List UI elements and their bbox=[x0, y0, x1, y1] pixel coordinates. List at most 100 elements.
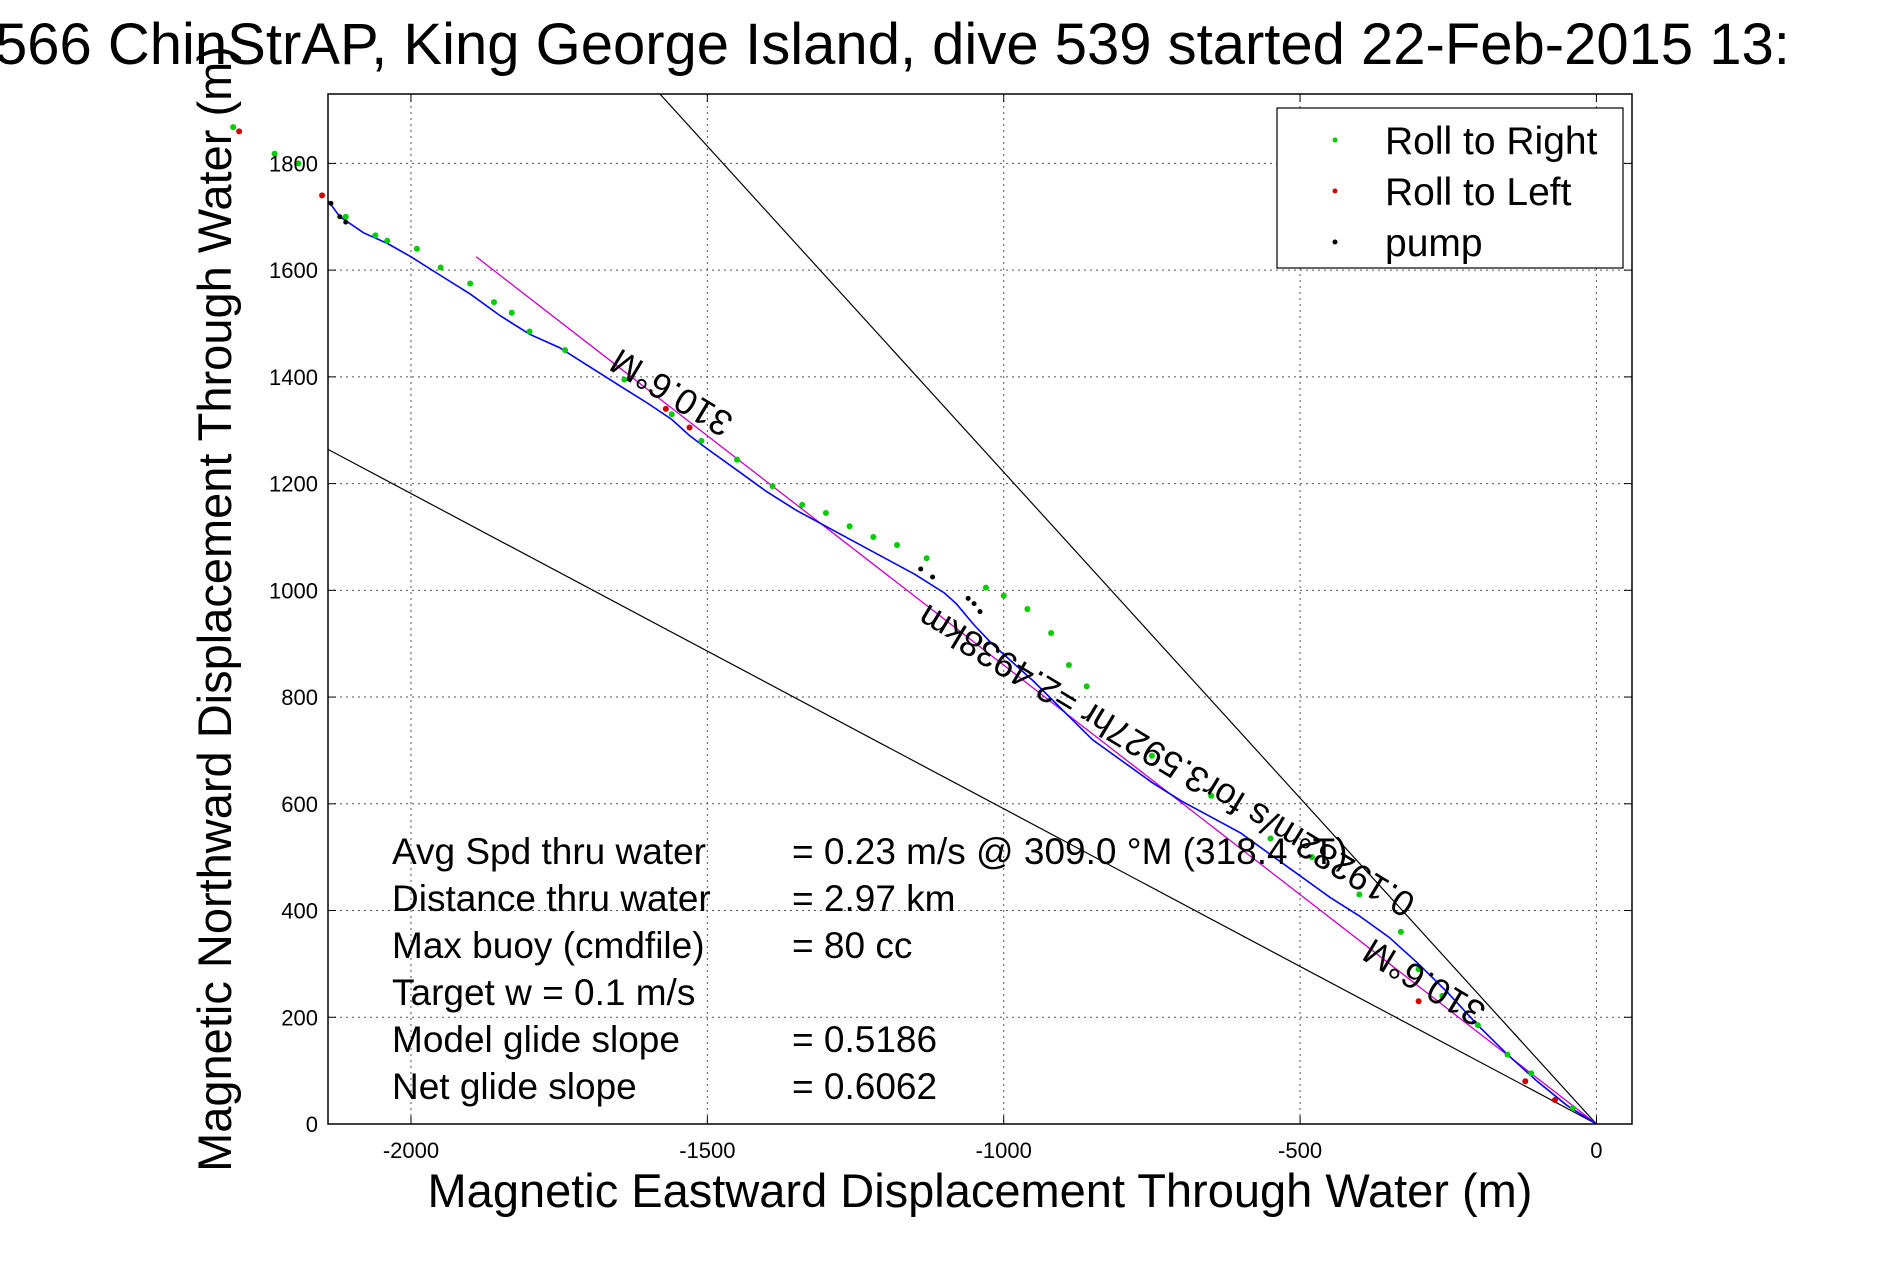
stats-label: Max buoy (cmdfile) bbox=[392, 925, 705, 966]
roll-right-point bbox=[1397, 928, 1404, 935]
roll-left-point bbox=[319, 192, 326, 199]
y-tick-label: 1000 bbox=[269, 578, 318, 603]
reference-lines bbox=[328, 94, 1597, 1124]
roll-right-point bbox=[1415, 966, 1422, 973]
roll-left-point bbox=[1551, 1096, 1558, 1103]
roll-right-point bbox=[1569, 1104, 1576, 1111]
y-tick-label: 1800 bbox=[269, 151, 318, 176]
pump-point bbox=[930, 574, 936, 580]
y-tick-label: 200 bbox=[281, 1005, 318, 1030]
stats-label: Model glide slope bbox=[392, 1019, 680, 1060]
roll-right-point bbox=[271, 150, 278, 157]
roll-right-point bbox=[384, 237, 391, 244]
roll-right-point bbox=[1267, 835, 1274, 842]
roll-right-point bbox=[698, 437, 705, 444]
roll-right-point bbox=[894, 541, 901, 548]
stats-label: Net glide slope bbox=[392, 1066, 637, 1107]
track-layer bbox=[328, 199, 1597, 1124]
roll-left-point bbox=[1415, 998, 1422, 1005]
roll-right-point bbox=[799, 501, 806, 508]
roll-right-point bbox=[562, 347, 569, 354]
roll-right-point bbox=[846, 523, 853, 530]
pump-point bbox=[965, 595, 971, 601]
roll-right-point bbox=[413, 245, 420, 252]
stats-value: = 80 cc bbox=[792, 925, 912, 966]
stats-value: = 2.97 km bbox=[792, 878, 956, 919]
roll-right-point bbox=[1308, 854, 1315, 861]
stats-value: = 0.23 m/s @ 309.0 °M (318.4 °T) bbox=[792, 831, 1348, 872]
model-glide-line bbox=[475, 256, 1597, 1124]
roll-right-point bbox=[230, 124, 237, 131]
axis-ticks: -2000 -1500 -1000 -500 0 0 200 400 600 800 1000 120… bbox=[269, 94, 1632, 1163]
pump-point bbox=[918, 566, 924, 572]
heading-annotation: 310.6°M bbox=[1356, 930, 1492, 1034]
y-tick-label: 600 bbox=[281, 792, 318, 817]
roll-right-point bbox=[490, 299, 497, 306]
y-tick-label: 1600 bbox=[269, 258, 318, 283]
legend: Roll to Right Roll to Left pump bbox=[1276, 107, 1624, 269]
roll-right-point bbox=[822, 509, 829, 516]
pump-point bbox=[328, 200, 334, 206]
roll-right-point bbox=[1148, 752, 1155, 759]
legend-label: pump bbox=[1385, 222, 1483, 265]
chart-title: 566 ChinStrAP, King George Island, dive … bbox=[0, 12, 1790, 77]
x-tick-label: 0 bbox=[1590, 1138, 1602, 1163]
roll-right-point bbox=[1048, 630, 1055, 637]
legend-marker bbox=[1332, 188, 1338, 194]
x-axis-label: Magnetic Eastward Displacement Through W… bbox=[428, 1164, 1533, 1217]
roll-right-point bbox=[1024, 606, 1031, 612]
roll-right-point bbox=[870, 533, 877, 540]
roll-right-point bbox=[1000, 592, 1007, 599]
roll-right-point bbox=[1065, 662, 1072, 669]
stats-label: Distance thru water bbox=[392, 878, 711, 919]
x-tick-label: -2000 bbox=[383, 1138, 439, 1163]
pump-point bbox=[343, 219, 349, 225]
roll-left-point bbox=[686, 424, 693, 431]
roll-points bbox=[230, 124, 1576, 1111]
legend-label: Roll to Right bbox=[1385, 120, 1598, 163]
roll-right-point bbox=[769, 483, 776, 490]
stats-label: Avg Spd thru water bbox=[392, 831, 706, 872]
x-tick-label: -500 bbox=[1278, 1138, 1322, 1163]
roll-right-point bbox=[1439, 992, 1446, 999]
heading-bound-line bbox=[659, 94, 1597, 1124]
legend-label: Roll to Left bbox=[1385, 171, 1572, 214]
pump-point bbox=[337, 214, 343, 220]
y-tick-label: 1400 bbox=[269, 365, 318, 390]
roll-right-point bbox=[1528, 1070, 1535, 1077]
y-tick-label: 400 bbox=[281, 899, 318, 924]
y-tick-label: 800 bbox=[281, 685, 318, 710]
pump-point bbox=[971, 601, 977, 607]
roll-right-point bbox=[372, 232, 379, 239]
stats-value: = 0.5186 bbox=[792, 1019, 937, 1060]
legend-marker bbox=[1332, 239, 1338, 245]
roll-right-point bbox=[733, 456, 740, 463]
stats-block: Avg Spd thru water = 0.23 m/s @ 309.0 °M … bbox=[392, 831, 1348, 1107]
roll-right-point bbox=[1474, 1022, 1481, 1029]
roll-right-point bbox=[1504, 1051, 1511, 1058]
roll-left-point bbox=[1522, 1078, 1529, 1085]
y-axis-label: Magnetic Northward Displacement Through … bbox=[188, 46, 241, 1172]
roll-right-point bbox=[1356, 891, 1363, 898]
roll-left-point bbox=[662, 405, 669, 412]
roll-right-point bbox=[982, 584, 989, 591]
stats-label: Target w = 0.1 m/s bbox=[392, 972, 695, 1013]
roll-right-point bbox=[508, 309, 515, 316]
plot-frame bbox=[327, 93, 1633, 1125]
heading-annotation: 310.6°M bbox=[603, 341, 739, 445]
roll-right-point bbox=[1083, 683, 1090, 690]
roll-right-point bbox=[668, 411, 675, 418]
roll-right-point bbox=[923, 555, 930, 562]
roll-right-point bbox=[342, 213, 349, 220]
roll-right-point bbox=[621, 376, 628, 383]
roll-right-point bbox=[526, 328, 533, 335]
heading-bound-line bbox=[328, 448, 1597, 1124]
heading-annotation: 0.19282m/s for3.5927hr =2.4938km bbox=[911, 596, 1422, 925]
stats-value: = 0.6062 bbox=[792, 1066, 937, 1107]
dive-track-line bbox=[328, 199, 1597, 1124]
x-tick-label: -1500 bbox=[679, 1138, 735, 1163]
pump-point bbox=[977, 609, 983, 615]
roll-right-point bbox=[295, 160, 302, 167]
legend-marker bbox=[1332, 137, 1338, 143]
